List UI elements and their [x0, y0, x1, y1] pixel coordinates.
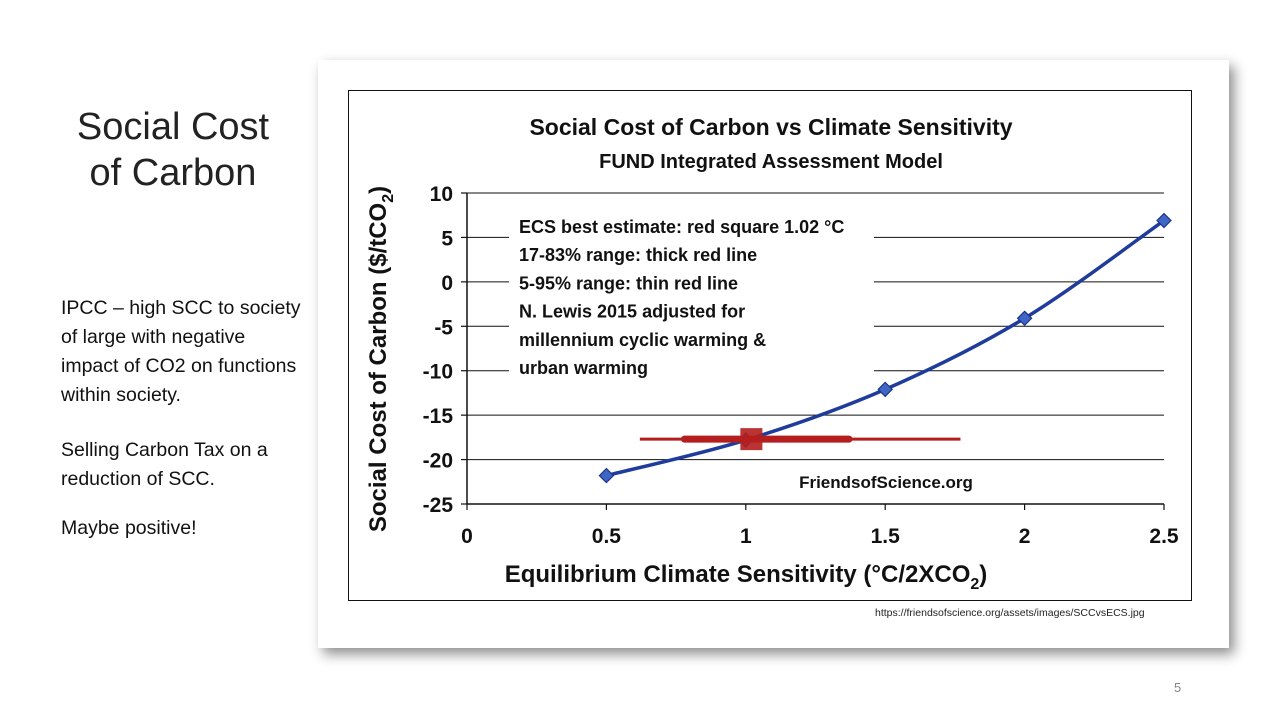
body-paragraph-carbon-tax: Selling Carbon Tax on a reduction of SCC… — [61, 439, 268, 490]
watermark-background — [774, 465, 998, 499]
annotation-line-5: millennium cyclic warming & — [519, 330, 766, 350]
data-point-2 — [1016, 310, 1033, 327]
annotation-line-1: ECS best estimate: red square 1.02 °C — [519, 217, 844, 237]
y-tick-label--10: -10 — [423, 361, 453, 384]
annotation-line-6: urban warming — [519, 358, 648, 378]
x-tick-label-2: 2 — [1019, 525, 1031, 548]
annotation-line-2: 17-83% range: thick red line — [519, 245, 757, 265]
watermark-text: FriendsofScience.org — [799, 473, 973, 492]
slide-title-line-2: of Carbon — [89, 152, 257, 194]
scc-vs-ecs-chart: 10 5 0 -5 -10 -15 -20 -25 0 0.5 1 1.5 2 2.5 ECS best … — [365, 114, 1179, 593]
slide-title: Social Cost of Carbon — [40, 104, 306, 196]
x-tick-label-0: 0 — [461, 525, 473, 548]
y-tick-label--25: -25 — [423, 494, 454, 517]
best-estimate-square — [740, 428, 763, 451]
source-url: https://friendsofscience.org/assets/imag… — [875, 607, 1145, 619]
chart-frame: 10 5 0 -5 -10 -15 -20 -25 0 0.5 1 1.5 2 2.5 ECS best … — [348, 90, 1192, 601]
chart-image-card: 10 5 0 -5 -10 -15 -20 -25 0 0.5 1 1.5 2 2.5 ECS best … — [318, 60, 1229, 648]
data-point-1.5 — [877, 381, 894, 398]
body-paragraph-ipcc: IPCC – high SCC to society of large with… — [61, 297, 301, 406]
x-axis-label: Equilibrium Climate Sensitivity (°C/2XCO… — [505, 561, 988, 593]
y-tick-label-0: 0 — [441, 272, 453, 295]
annotation-background — [509, 208, 874, 383]
x-tick-label-2.5: 2.5 — [1149, 525, 1179, 548]
y-tick-label--5: -5 — [434, 316, 453, 339]
x-tick-label-0.5: 0.5 — [592, 525, 622, 548]
slide-body: IPCC – high SCC to society of large with… — [61, 294, 301, 543]
data-point-2.5 — [1156, 212, 1172, 229]
y-tick-label--20: -20 — [423, 450, 453, 473]
x-tick-label-1: 1 — [740, 525, 752, 548]
data-point-0.5 — [598, 467, 615, 484]
page-number: 5 — [1174, 680, 1182, 695]
slide-title-line-1: Social Cost — [76, 106, 270, 148]
y-tick-label-10: 10 — [430, 183, 453, 206]
annotation-line-3: 5-95% range: thin red line — [519, 273, 738, 293]
chart-title: Social Cost of Carbon vs Climate Sensiti… — [529, 114, 1012, 140]
y-tick-label-5: 5 — [441, 227, 453, 250]
x-tick-label-1.5: 1.5 — [871, 525, 901, 548]
chart-subtitle: FUND Integrated Assessment Model — [599, 151, 943, 173]
body-paragraph-maybe-positive: Maybe positive! — [61, 517, 197, 539]
y-axis-label: Social Cost of Carbon ($/tCO2) — [365, 186, 397, 532]
annotation-line-4: N. Lewis 2015 adjusted for — [519, 302, 745, 322]
y-tick-label--15: -15 — [423, 405, 454, 428]
